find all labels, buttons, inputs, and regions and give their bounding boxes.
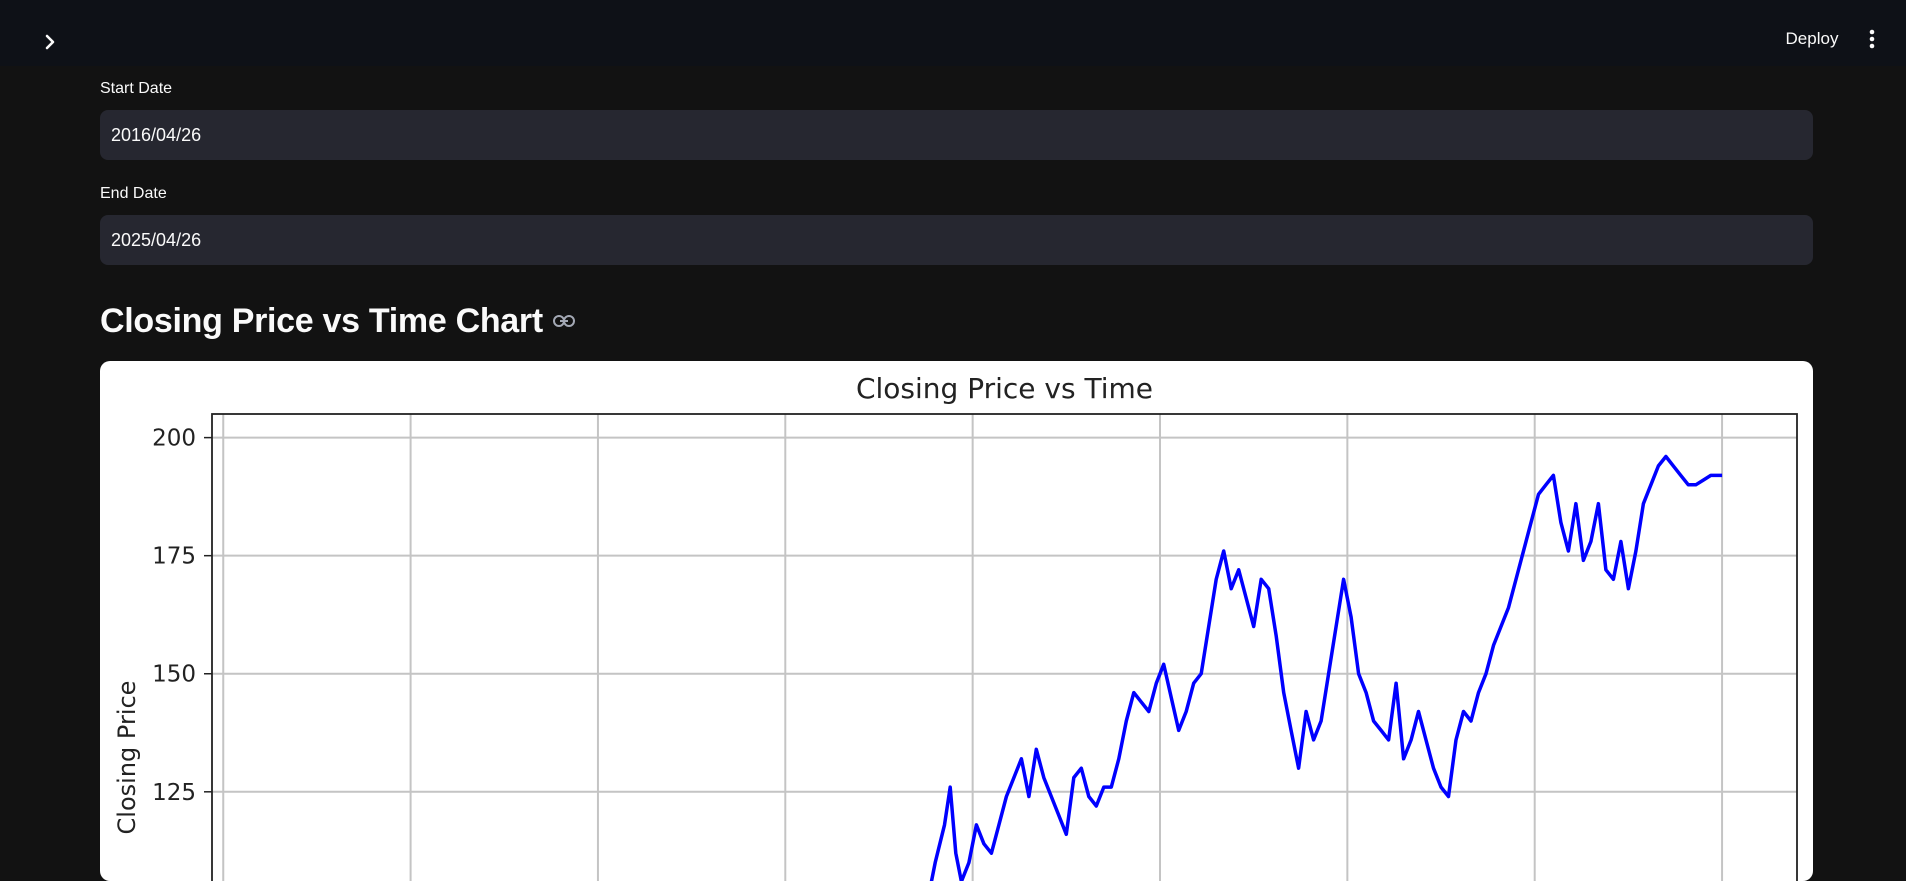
more-vertical-icon bbox=[1869, 29, 1875, 49]
y-tick-label: 200 bbox=[152, 426, 196, 452]
y-tick-label: 175 bbox=[152, 544, 196, 570]
deploy-button[interactable]: Deploy bbox=[1774, 26, 1850, 52]
page-title: Closing Price vs Time Chart bbox=[100, 302, 543, 341]
end-date-input[interactable] bbox=[100, 215, 1813, 265]
start-date-label: Start Date bbox=[100, 80, 172, 98]
end-date-label: End Date bbox=[100, 185, 167, 203]
start-date-input[interactable] bbox=[100, 110, 1813, 160]
app-header: Deploy bbox=[0, 0, 1906, 66]
chart-section-heading: Closing Price vs Time Chart bbox=[100, 298, 575, 344]
chart-card: 75100125150175200Closing Price vs TimeCl… bbox=[100, 361, 1813, 881]
y-axis-label: Closing Price bbox=[113, 681, 141, 835]
sidebar-toggle-button[interactable] bbox=[36, 28, 64, 56]
plot-frame bbox=[212, 414, 1797, 881]
chart-title: Closing Price vs Time bbox=[856, 372, 1153, 405]
link-icon bbox=[553, 314, 575, 328]
chevron-right-icon bbox=[41, 33, 59, 51]
line-chart: 75100125150175200Closing Price vs TimeCl… bbox=[100, 361, 1813, 881]
y-tick-label: 150 bbox=[152, 662, 196, 688]
main-menu-button[interactable] bbox=[1862, 26, 1882, 52]
series-line bbox=[785, 457, 1722, 881]
heading-anchor-link[interactable] bbox=[553, 314, 575, 328]
y-tick-label: 125 bbox=[152, 780, 196, 806]
